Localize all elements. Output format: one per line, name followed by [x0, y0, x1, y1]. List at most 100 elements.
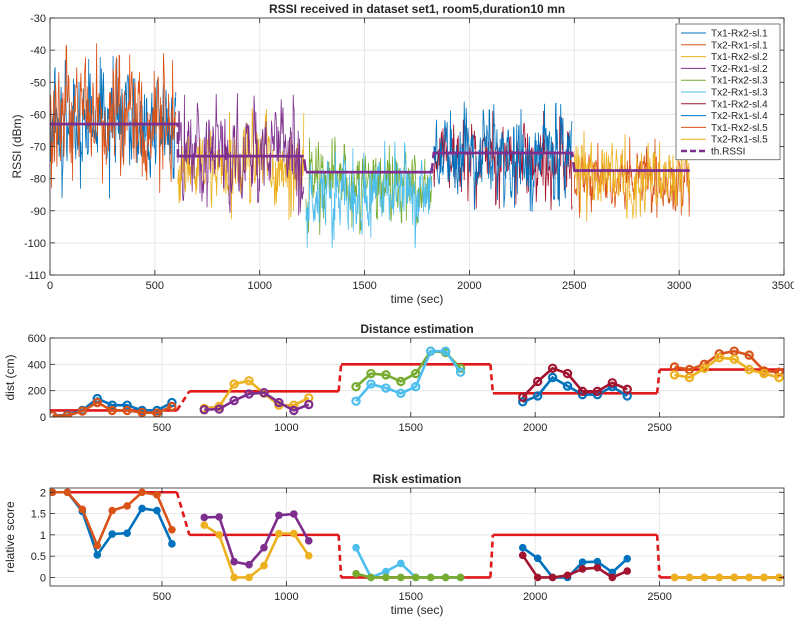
data-point: [366, 379, 376, 389]
data-point: [138, 504, 146, 513]
data-point: [440, 346, 451, 356]
y-axis-label: dist (cm): [3, 355, 17, 401]
data-point: [93, 541, 102, 550]
x-tick-label: 2500: [562, 280, 586, 292]
legend-label: Tx1-Rx2-sl.1: [711, 29, 768, 40]
data-point: [168, 540, 176, 548]
data-point: [352, 543, 360, 552]
data-point: [137, 407, 147, 417]
data-point: [304, 537, 313, 545]
axes-frame: [49, 337, 785, 418]
x-tick-label: 3500: [772, 280, 794, 292]
data-point: [670, 573, 679, 582]
y-tick-label: 1.5: [31, 509, 46, 521]
data-point: [456, 573, 465, 582]
data-point: [274, 397, 284, 408]
y-tick-label: 200: [28, 386, 46, 398]
legend-label: Tx1-Rx2-sl.3: [711, 76, 768, 87]
y-tick-label: -60: [30, 109, 46, 121]
legend-label: Tx1-Rx2-sl.2: [711, 52, 768, 63]
rssi-chart: 0 500 1000 1500 2000 2500 3000 3500 -110 -100 -90 -…: [10, 2, 794, 306]
risk-chart: 500 1000 1500 2000 2500 0 0.5 1 1.5 2 Risk estimat…: [3, 472, 785, 617]
data-point: [547, 372, 558, 383]
data-point: [577, 386, 588, 397]
data-point: [623, 567, 632, 575]
data-point: [167, 401, 177, 412]
data-point: [411, 573, 420, 582]
threshold-transition: [489, 534, 495, 578]
data-point: [275, 529, 283, 538]
data-point: [607, 378, 618, 388]
data-point: [230, 573, 238, 582]
data-point: [290, 529, 298, 538]
data-point: [396, 388, 406, 398]
data-point: [578, 565, 587, 573]
data-point: [122, 400, 132, 410]
data-point: [229, 379, 239, 389]
y-tick-label: 2: [40, 487, 46, 499]
data-point: [533, 573, 542, 582]
y-tick-label: -40: [30, 45, 46, 57]
data-point: [289, 400, 299, 410]
data-point: [547, 363, 558, 373]
data-point: [592, 386, 603, 397]
data-point: [623, 554, 632, 563]
legend-label: Tx1-Rx2-sl.5: [711, 123, 768, 134]
distance-chart: 500 1000 1500 2000 2500 0 200 400 600 Distance es…: [3, 322, 785, 434]
data-point: [397, 573, 405, 582]
x-axis-label: time (sec): [391, 603, 444, 617]
rssi-series-line: [573, 130, 690, 222]
rssi-series-line: [573, 137, 690, 218]
y-axis-label: relative score: [3, 501, 17, 573]
data-point: [260, 561, 268, 570]
data-point: [108, 530, 117, 538]
legend-label: Tx1-Rx2-sl.4: [711, 99, 768, 110]
data-point: [715, 573, 724, 582]
plot-marks: [50, 488, 784, 582]
data-point: [382, 573, 390, 582]
data-point: [123, 502, 131, 510]
chart-title: Distance estimation: [360, 322, 473, 336]
x-tick-label: 1000: [274, 422, 298, 434]
axes-frame: [49, 487, 785, 587]
data-point: [244, 376, 254, 386]
y-axis-label: RSSI (dBm): [10, 114, 24, 178]
data-point: [685, 573, 694, 582]
y-tick-label: 400: [28, 359, 46, 371]
threshold-transition: [489, 364, 495, 394]
data-point: [153, 491, 161, 499]
data-point: [215, 531, 223, 539]
data-point: [548, 573, 557, 582]
legend-label: Tx2-Rx1-sl.4: [711, 111, 768, 122]
rssi-series-line: [50, 43, 177, 194]
data-point: [532, 391, 543, 401]
data-point: [744, 350, 754, 360]
series-line: [52, 401, 173, 417]
data-point: [351, 396, 361, 406]
legend-label: Tx2-Rx1-sl.2: [711, 64, 768, 75]
data-point: [562, 381, 573, 391]
data-point: [774, 367, 784, 377]
data-point: [774, 372, 784, 383]
data-point: [411, 382, 421, 392]
data-point: [168, 525, 176, 534]
data-point: [532, 376, 543, 387]
x-tick-label: 1000: [274, 591, 298, 603]
data-point: [669, 370, 680, 380]
data-point: [381, 370, 391, 380]
y-tick-label: -80: [30, 174, 46, 186]
x-tick-label: 500: [146, 280, 164, 292]
y-tick-label: -100: [24, 238, 46, 250]
x-tick-label: 1000: [247, 280, 271, 292]
data-point: [608, 573, 617, 582]
data-point: [760, 573, 768, 582]
x-tick-label: 2000: [523, 591, 547, 603]
data-point: [153, 506, 161, 515]
data-point: [730, 573, 739, 582]
data-point: [62, 410, 73, 417]
data-point: [122, 405, 132, 416]
threshold-transition: [337, 534, 343, 578]
data-point: [108, 506, 117, 515]
data-point: [244, 389, 254, 399]
